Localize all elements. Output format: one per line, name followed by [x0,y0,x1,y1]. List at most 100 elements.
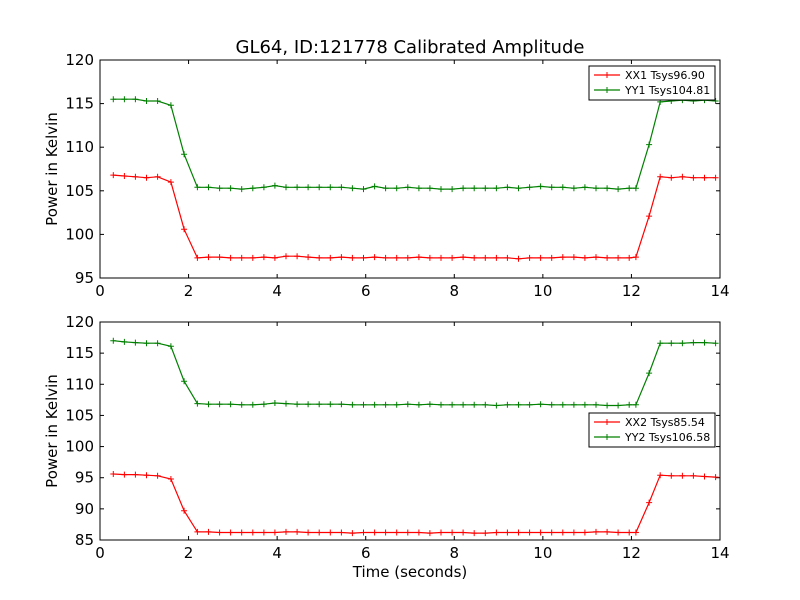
y-tick-label: 110 [65,375,94,393]
data-point [349,185,356,192]
data-point [327,184,334,191]
data-point [294,528,301,535]
x-tick-label: 8 [450,282,460,300]
data-point [526,254,533,261]
data-point [382,529,389,536]
data-point [712,340,719,347]
data-point [537,254,544,261]
data-point [167,476,174,482]
y-tick-label: 120 [65,313,94,331]
data-point [283,184,289,191]
data-point [238,254,245,261]
data-point [154,472,161,479]
data-point [283,253,289,260]
data-point [249,254,256,261]
x-tick-label: 2 [184,282,194,300]
data-point [194,254,201,261]
data-point [449,401,456,408]
data-point [415,185,422,192]
data-point [581,529,588,536]
data-point [493,185,500,192]
data-point [438,529,444,536]
data-point [504,184,511,191]
data-point [194,184,201,191]
data-point [515,401,522,408]
y-axis-label: Power in Kelvin [43,374,61,488]
x-tick-label: 10 [533,282,552,300]
data-point [143,98,150,104]
data-point [249,529,256,536]
x-tick-label: 12 [622,282,641,300]
data-point [143,340,150,347]
data-point [471,530,478,537]
data-point [349,254,356,261]
data-point [415,529,422,536]
data-point [227,185,234,192]
data-point [570,529,577,536]
data-point [559,184,566,191]
x-tick-label: 14 [710,282,729,300]
data-point [143,472,150,479]
x-tick-label: 8 [450,544,460,562]
data-point [271,400,278,406]
data-point [701,473,708,480]
y-axis-label: Power in Kelvin [43,112,61,226]
data-point [238,186,245,193]
data-point [581,401,588,408]
data-point [504,254,511,261]
data-point [393,254,400,261]
top-plot-panel: 0 2 4 6 8 10 12 14 95 100 105 110 115 120 Power in Kel… [43,51,730,300]
data-point [110,471,117,477]
data-point [154,340,161,347]
legend-label: YY2 Tsys106.58 [624,431,710,444]
data-point [316,254,323,261]
y-tick-label: 90 [75,500,94,518]
x-tick-label: 0 [95,544,105,562]
data-point [143,174,150,181]
legend-marker [604,87,610,93]
data-point [493,529,500,536]
data-point [271,529,278,536]
data-point [548,401,555,408]
data-point [559,254,566,261]
data-point [305,184,312,191]
data-point [537,401,544,408]
data-point [216,529,223,536]
data-point [570,185,577,192]
data-point [712,474,719,481]
data-point [449,529,456,536]
data-point [460,401,467,408]
data-point [132,471,139,478]
data-point [227,529,234,536]
data-point [205,254,212,261]
x-tick-label: 10 [533,544,552,562]
data-point [205,401,212,408]
data-point [593,185,599,192]
data-point [668,472,675,479]
data-point [371,529,378,536]
x-tick-label: 2 [184,544,194,562]
y-tick-label: 105 [65,182,94,200]
data-point [657,173,664,180]
data-point [460,529,467,536]
data-point [626,529,633,536]
data-point [615,402,622,409]
x-tick-label: 14 [710,544,729,562]
data-point [382,401,389,408]
y-tick-label: 115 [65,95,94,113]
data-point [712,98,719,104]
data-point [679,472,686,479]
plot-frame [99,321,721,541]
data-point [657,472,664,479]
data-point [426,530,433,537]
data-point [632,254,639,261]
data-point [154,98,161,104]
data-point [615,254,622,261]
data-point [626,401,633,408]
x-tick-label: 12 [622,544,641,562]
data-point [371,183,378,190]
data-point [593,254,599,261]
data-point [604,528,611,535]
data-point [121,173,128,179]
